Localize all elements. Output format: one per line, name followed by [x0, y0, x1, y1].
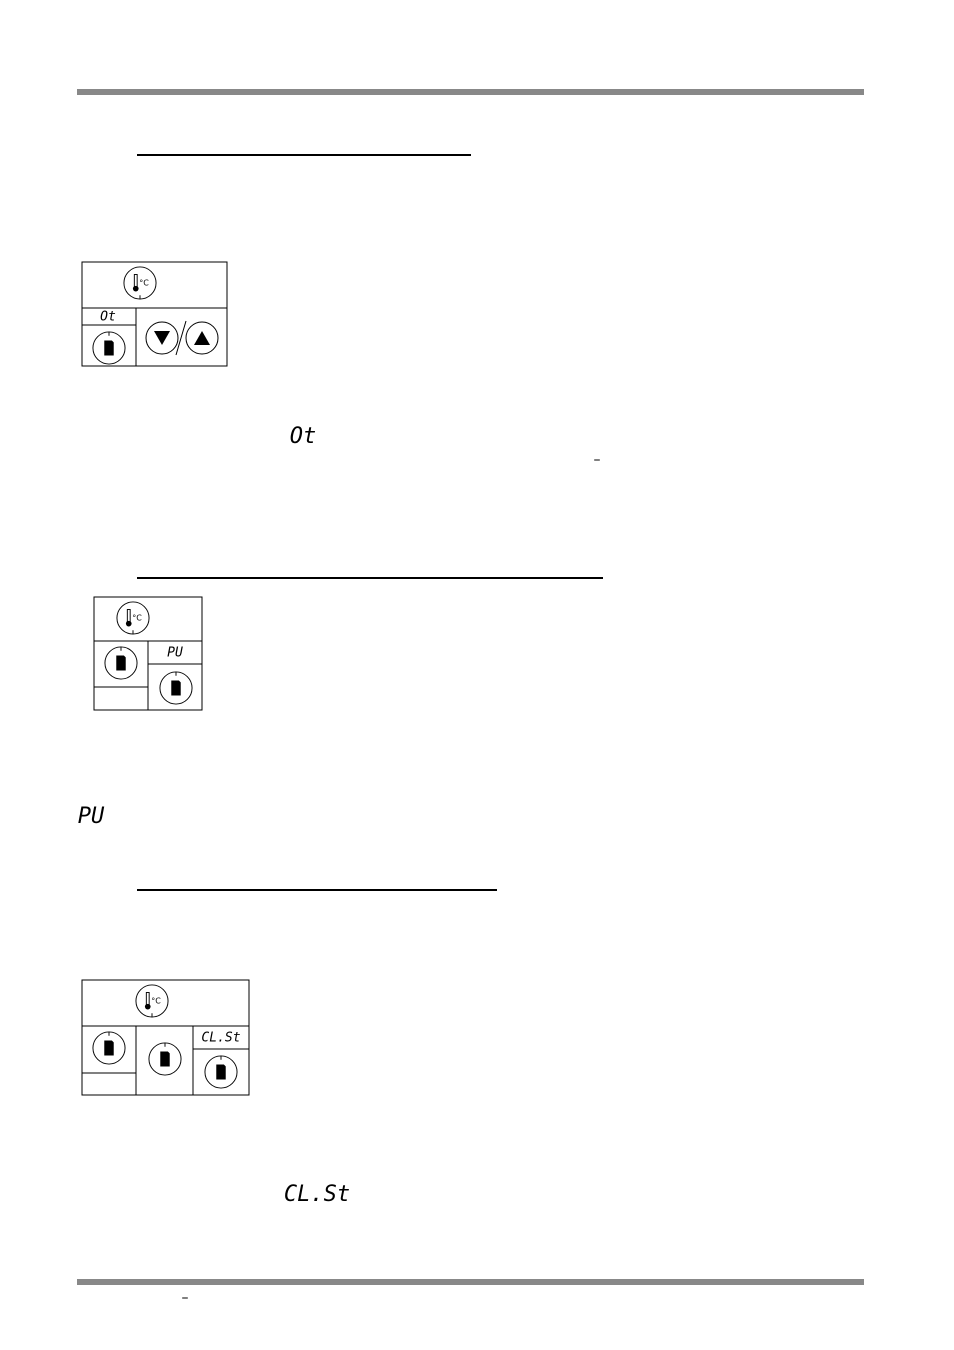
unit-label: °C — [151, 997, 161, 1006]
key-diagram: °C CL.St — [81, 979, 250, 1096]
display-code: Ot — [100, 310, 116, 325]
footer-bar — [77, 1279, 864, 1285]
unit-label: °C — [139, 279, 149, 288]
display-code: Ot — [290, 424, 317, 449]
key-diagram: °C Ot — [81, 261, 228, 367]
display-code: CL.St — [284, 1182, 350, 1207]
dash: – — [182, 1290, 189, 1306]
unit-label: °C — [132, 614, 142, 623]
display-code: PU — [167, 646, 183, 661]
key-diagram: °C PU — [93, 596, 203, 711]
display-code: CL.St — [201, 1031, 240, 1046]
display-code: PU — [78, 804, 105, 829]
header-bar — [77, 89, 864, 95]
dash: – — [594, 452, 601, 468]
